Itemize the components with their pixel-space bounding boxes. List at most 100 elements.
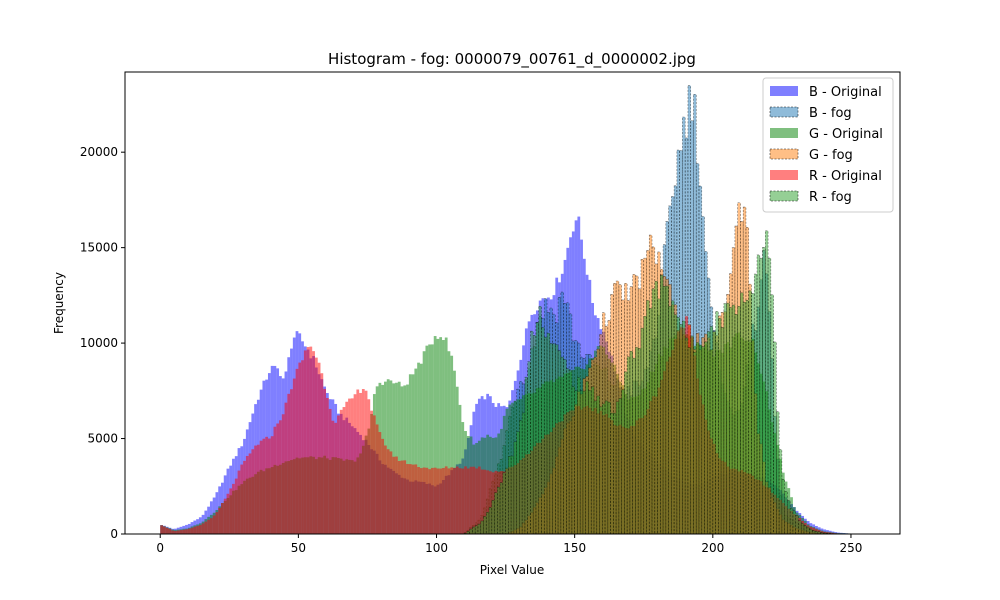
- histogram-bar: [364, 390, 368, 534]
- histogram-bar: [453, 370, 456, 534]
- histogram-bar: [726, 302, 730, 534]
- legend-swatch: [769, 148, 799, 160]
- histogram-bar: [709, 326, 714, 534]
- histogram-bar: [718, 317, 722, 534]
- histogram-bar: [629, 350, 633, 534]
- histogram-bar: [436, 338, 440, 534]
- histogram-bar: [356, 389, 360, 534]
- histogram-bar: [450, 467, 454, 534]
- histogram-bar: [461, 468, 465, 534]
- histogram-bar: [168, 529, 172, 534]
- histogram-bar: [488, 507, 493, 534]
- histogram-bar: [588, 390, 592, 534]
- histogram-bar: [171, 530, 175, 534]
- histogram-bar: [447, 468, 451, 534]
- x-axis-label: Pixel Value: [480, 563, 545, 577]
- histogram-bar: [665, 285, 669, 534]
- histogram-bar: [466, 468, 470, 534]
- histogram-bar: [723, 303, 727, 534]
- histogram-bar: [657, 298, 661, 534]
- histogram-bar: [442, 340, 445, 534]
- histogram-bar: [577, 377, 581, 534]
- y-axis-label: Frequency: [52, 272, 66, 334]
- histogram-bar: [532, 335, 537, 534]
- histogram-bar: [439, 337, 443, 534]
- histogram-bar: [185, 529, 188, 534]
- y-axis-ticks: 0 5000 10000 15000 20000: [80, 145, 125, 541]
- histogram-bar: [690, 335, 694, 534]
- histogram-bar: [508, 455, 512, 534]
- histogram-bar: [765, 230, 769, 534]
- histogram-bar: [433, 467, 437, 534]
- histogram-bar: [204, 521, 208, 534]
- histogram-bar: [660, 274, 664, 534]
- histogram-bar: [298, 362, 302, 534]
- histogram-bar: [218, 507, 222, 534]
- histogram-bar: [444, 337, 448, 534]
- histogram-bar: [345, 401, 349, 534]
- histogram-bar: [348, 398, 351, 534]
- histogram-bar: [425, 345, 429, 534]
- histogram-bar: [756, 254, 761, 534]
- histogram-bar: [795, 515, 799, 534]
- histogram-bar: [395, 456, 398, 534]
- histogram-bar: [295, 368, 299, 534]
- histogram-bar: [546, 332, 551, 534]
- histogram-bar: [787, 500, 791, 534]
- histogram-bar: [337, 415, 340, 534]
- histogram-bar: [328, 408, 332, 534]
- histogram-bar: [237, 470, 241, 534]
- histogram-bar: [571, 386, 575, 534]
- histogram-bar: [646, 300, 650, 534]
- histogram-bar: [706, 331, 711, 534]
- histogram-bar: [637, 348, 642, 534]
- histogram-bar: [480, 469, 484, 534]
- histogram-bar: [505, 467, 509, 534]
- histogram-bar: [477, 523, 482, 534]
- histogram-bar: [414, 368, 418, 534]
- legend-label: G - Original: [809, 127, 883, 142]
- histogram-bar: [604, 400, 609, 534]
- histogram-bar: [555, 344, 559, 534]
- histogram-bar: [198, 525, 202, 534]
- histogram-bar: [201, 523, 205, 534]
- histogram-bar: [187, 528, 191, 534]
- histogram-bar: [408, 374, 412, 534]
- histogram-bar: [477, 466, 481, 534]
- histogram-bar: [276, 423, 280, 534]
- y-tick-label: 0: [110, 527, 118, 541]
- histogram-bar: [248, 453, 252, 534]
- histogram-bar: [745, 300, 750, 534]
- histogram-bar: [516, 431, 520, 534]
- histogram-bar: [767, 257, 772, 534]
- histogram-bar: [648, 307, 653, 534]
- y-tick-label: 15000: [80, 241, 118, 255]
- histogram-bar: [472, 466, 476, 534]
- histogram-bar: [447, 351, 451, 534]
- histogram-bar: [176, 530, 180, 534]
- histogram-bar: [267, 438, 271, 534]
- histogram-bar: [301, 360, 304, 534]
- histogram-bar: [712, 331, 716, 534]
- histogram-bar: [762, 247, 766, 534]
- histogram-bar: [607, 401, 611, 534]
- histogram-bar: [566, 368, 570, 534]
- histogram-bar: [179, 530, 183, 534]
- histogram-bar: [621, 389, 625, 534]
- histogram-bar: [339, 409, 343, 534]
- histogram-bar: [182, 529, 186, 534]
- histogram-bar: [480, 520, 484, 534]
- histogram-bar: [425, 467, 429, 534]
- histogram-bar: [635, 347, 639, 534]
- histogram-bar: [552, 343, 556, 534]
- histogram-bar: [331, 420, 335, 534]
- histogram-bar: [475, 468, 478, 534]
- x-tick-label: 250: [840, 541, 863, 555]
- histogram-bar: [234, 478, 238, 534]
- histogram-bar: [651, 288, 656, 534]
- histogram-bar: [240, 464, 244, 534]
- histogram-bar: [367, 399, 371, 534]
- histogram-bar: [215, 512, 219, 534]
- histogram-bar: [731, 304, 736, 534]
